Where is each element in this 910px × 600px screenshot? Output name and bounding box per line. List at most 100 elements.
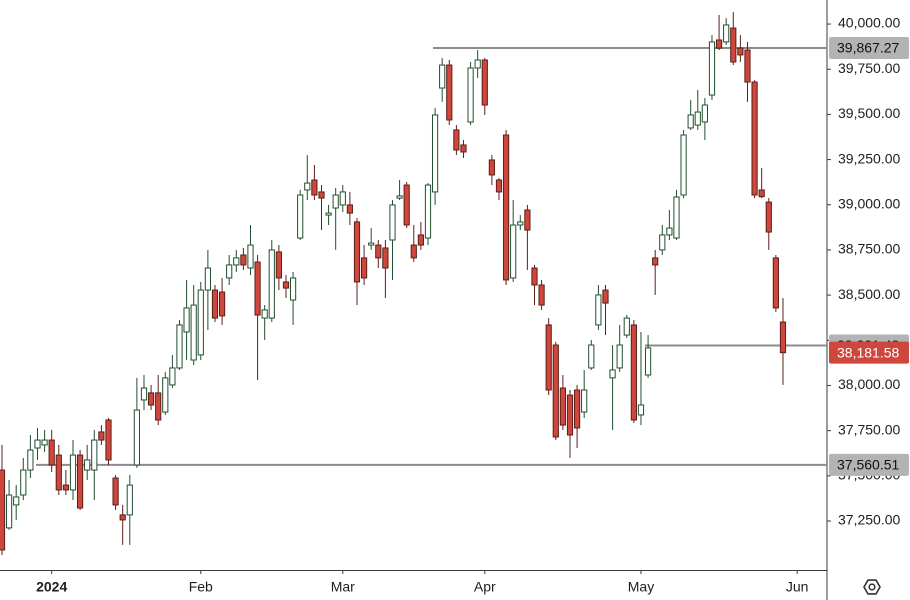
candle-body <box>247 244 254 269</box>
settings-dot[interactable] <box>868 583 876 591</box>
candle-body <box>289 277 297 301</box>
candle-body <box>119 514 126 521</box>
candle-body <box>318 191 325 199</box>
candle-body <box>183 307 190 333</box>
candle-body <box>566 394 574 436</box>
candle-body <box>410 244 417 259</box>
candle-body <box>261 309 268 319</box>
x-tick-label: 2024 <box>36 579 67 595</box>
candle-body <box>275 251 282 279</box>
y-tick-label: 39,000.00 <box>838 195 900 211</box>
candle-body <box>62 484 69 491</box>
y-tick-label: 37,750.00 <box>838 421 900 437</box>
candle-body <box>76 454 84 509</box>
candle-body <box>694 111 701 126</box>
candle-body <box>531 267 538 286</box>
candle-body <box>616 344 623 369</box>
x-tick-label: Feb <box>189 579 213 595</box>
candle-body <box>20 469 27 496</box>
candle-body <box>162 377 169 413</box>
candle-body <box>559 387 566 426</box>
candle-body <box>353 221 361 283</box>
candle-body <box>304 182 311 191</box>
candle-body <box>41 439 48 446</box>
price-line-label: 39,867.27 <box>837 40 899 56</box>
candle-body <box>311 179 318 196</box>
candle-body <box>105 419 112 461</box>
x-tick-label: Mar <box>331 579 355 595</box>
candle-body <box>282 281 290 289</box>
y-tick-label: 37,250.00 <box>838 512 900 528</box>
candle-body <box>396 195 403 199</box>
candle-body <box>715 39 723 49</box>
candle-body <box>155 392 162 421</box>
candle-body <box>204 267 211 291</box>
candle-body <box>34 439 41 449</box>
candle-body <box>545 324 552 391</box>
x-tick-label: Apr <box>474 579 496 595</box>
candle-body <box>581 389 588 413</box>
candle-body <box>744 49 751 83</box>
x-tick-label: Jun <box>786 579 809 595</box>
candle-body <box>382 247 389 269</box>
candle-body <box>765 201 772 233</box>
settings-icon[interactable] <box>863 579 881 595</box>
candle-body <box>758 189 765 198</box>
y-tick-label: 38,000.00 <box>838 376 900 392</box>
candle-body <box>630 324 637 421</box>
last-price-label: 38,181.58 <box>837 344 899 360</box>
y-tick-label: 40,000.00 <box>838 15 900 31</box>
candle-body <box>176 324 183 369</box>
candle-body <box>368 242 375 246</box>
y-tick-label: 38,750.00 <box>838 241 900 257</box>
candle-body <box>460 144 467 153</box>
candle-body <box>538 284 545 306</box>
candle-body <box>218 291 226 317</box>
candle-body <box>673 196 680 239</box>
candle-body <box>701 104 708 123</box>
candle-body <box>346 204 353 214</box>
candle-body <box>666 227 673 236</box>
candle-body <box>69 454 77 491</box>
candle-body <box>659 234 666 251</box>
candle-body <box>197 289 204 356</box>
settings-hexagon[interactable] <box>863 579 881 595</box>
candle-body <box>233 257 240 266</box>
price-line-label-box <box>829 37 909 60</box>
candle-body <box>147 392 155 406</box>
candle-body <box>446 64 453 121</box>
candle-body <box>453 129 460 151</box>
plot <box>0 11 827 555</box>
candle-body <box>751 81 758 196</box>
price-line-label-box <box>829 453 909 476</box>
candle-body <box>417 234 424 246</box>
candle-body <box>495 179 503 193</box>
y-tick-label: 39,250.00 <box>838 150 900 166</box>
candle-body <box>297 194 304 239</box>
candle-body <box>637 404 645 416</box>
candle-body <box>55 454 62 491</box>
candle-body <box>602 289 609 304</box>
candle-body <box>588 344 595 369</box>
candle-body <box>474 59 481 69</box>
candle-body <box>27 449 34 471</box>
candle-body <box>268 249 275 319</box>
x-tick-label: May <box>628 579 654 595</box>
candle-body <box>332 194 339 209</box>
candle-body <box>112 477 119 506</box>
candle-body <box>488 159 495 176</box>
candle-body <box>708 41 716 96</box>
candle-body <box>573 389 581 429</box>
candle-body <box>779 321 787 354</box>
candle-body <box>190 304 197 361</box>
candle-body <box>91 439 98 471</box>
candle-body <box>772 257 779 309</box>
candle-body <box>737 47 744 56</box>
candle-body <box>133 409 140 466</box>
y-tick-label: 39,750.00 <box>838 60 900 76</box>
candle-body <box>623 317 630 336</box>
candle-body <box>211 289 219 319</box>
candle-body <box>254 261 261 316</box>
